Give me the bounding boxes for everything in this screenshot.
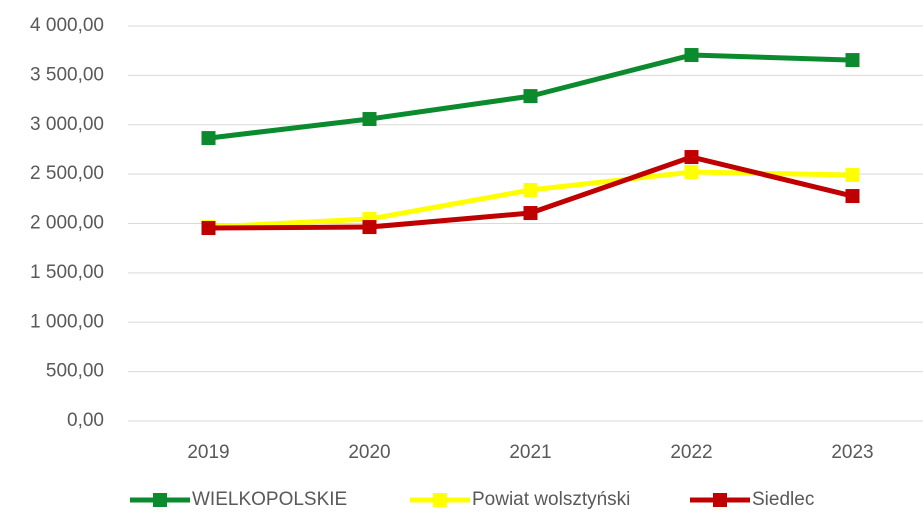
point-marker (845, 189, 860, 204)
x-tick-label: 2019 (187, 442, 229, 463)
point-marker (523, 89, 538, 104)
point-marker (201, 221, 216, 236)
legend-label: WIELKOPOLSKIE (192, 489, 347, 510)
point-marker (684, 48, 699, 63)
y-tick-label: 3 000,00 (30, 114, 104, 135)
y-tick-label: 0,00 (67, 410, 104, 431)
point-marker (684, 150, 699, 165)
point-marker (362, 112, 377, 127)
y-tick-label: 1 000,00 (30, 311, 104, 332)
legend-marker (713, 493, 727, 507)
point-marker (201, 131, 216, 146)
y-tick-label: 3 500,00 (30, 64, 104, 85)
legend-marker (433, 493, 447, 507)
point-marker (845, 168, 860, 183)
y-tick-label: 2 500,00 (30, 163, 104, 184)
point-marker (362, 220, 377, 235)
point-marker (684, 165, 699, 180)
legend-label: Siedlec (752, 489, 814, 510)
point-marker (523, 183, 538, 198)
point-marker (845, 53, 860, 68)
point-marker (523, 206, 538, 221)
y-tick-label: 2 000,00 (30, 213, 104, 234)
x-tick-label: 2021 (509, 442, 551, 463)
x-tick-label: 2020 (348, 442, 390, 463)
y-tick-label: 4 000,00 (30, 15, 104, 36)
x-tick-label: 2022 (670, 442, 712, 463)
y-tick-label: 1 500,00 (30, 262, 104, 283)
legend-marker (153, 493, 167, 507)
y-tick-label: 500,00 (46, 361, 104, 382)
x-tick-label: 2023 (831, 442, 873, 463)
legend-label: Powiat wolsztyński (472, 489, 630, 510)
